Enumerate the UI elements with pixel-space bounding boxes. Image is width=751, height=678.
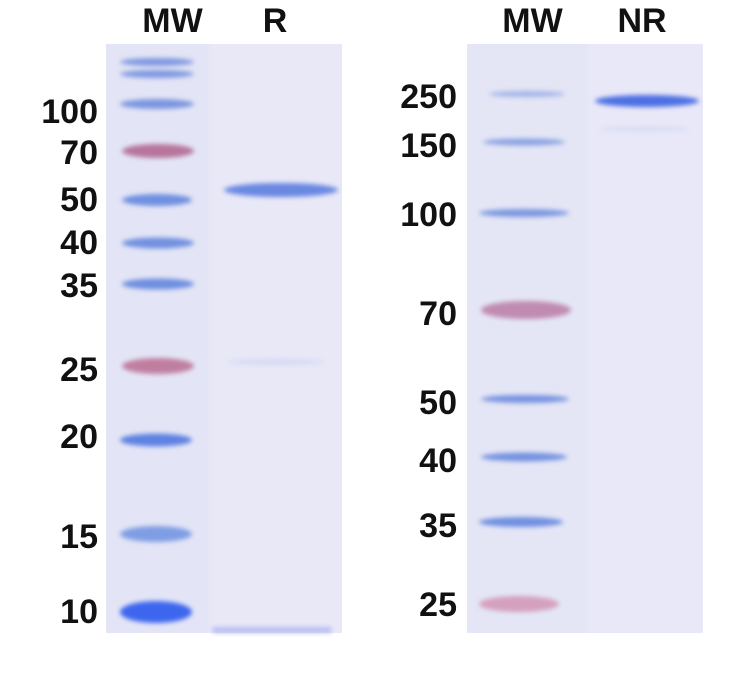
ladder-band-250: [489, 91, 565, 97]
sample-band-nr: [595, 95, 699, 107]
left-marker-100: 100: [41, 93, 98, 131]
right-marker-150: 150: [400, 127, 457, 165]
left-mw-lane: [106, 44, 208, 633]
ladder-band-50: [122, 194, 192, 206]
left-marker-50: 50: [60, 181, 98, 219]
left-marker-35: 35: [60, 267, 98, 305]
ladder-band-100: [479, 209, 569, 217]
left-gel: [106, 44, 342, 633]
ladder-band-35: [122, 278, 194, 290]
ladder-band-25: [122, 358, 194, 374]
right-lane-title-nr: NR: [617, 2, 667, 40]
left-marker-10: 10: [60, 593, 98, 631]
right-marker-70: 70: [419, 295, 457, 333]
sample-band-r: [224, 183, 338, 197]
left-marker-40: 40: [60, 224, 98, 262]
ladder-band: [120, 70, 194, 78]
ladder-band-70: [122, 144, 194, 158]
right-gel: [467, 44, 703, 633]
ladder-band-70: [481, 301, 571, 319]
ladder-band-25: [479, 596, 559, 612]
left-marker-70: 70: [60, 134, 98, 172]
ladder-band-150: [483, 138, 565, 146]
right-marker-250: 250: [400, 78, 457, 116]
sample-faint-band-r: [228, 359, 324, 365]
ladder-band-40: [122, 237, 194, 249]
right-marker-25: 25: [419, 586, 457, 624]
left-lane-title-mw: MW: [142, 2, 203, 40]
ladder-band-15: [120, 526, 192, 542]
left-marker-25: 25: [60, 351, 98, 389]
ladder-band-20: [120, 433, 192, 447]
right-lane-title-mw: MW: [502, 2, 563, 40]
ladder-band-100: [120, 99, 194, 109]
right-marker-100: 100: [400, 196, 457, 234]
left-marker-15: 15: [60, 518, 98, 556]
right-nr-lane: [589, 44, 703, 633]
ladder-band-35: [479, 517, 563, 527]
right-marker-35: 35: [419, 507, 457, 545]
ladder-band: [120, 58, 194, 66]
left-lane-title-r: R: [262, 2, 288, 40]
right-mw-lane: [467, 44, 585, 633]
ladder-band-10: [120, 601, 192, 623]
right-marker-50: 50: [419, 384, 457, 422]
ladder-band-50: [481, 395, 569, 403]
sample-faint-band-nr: [599, 126, 689, 132]
left-r-lane: [212, 44, 342, 633]
left-marker-20: 20: [60, 418, 98, 456]
right-marker-40: 40: [419, 442, 457, 480]
sample-dye-front: [212, 627, 332, 633]
ladder-band-40: [481, 452, 567, 462]
